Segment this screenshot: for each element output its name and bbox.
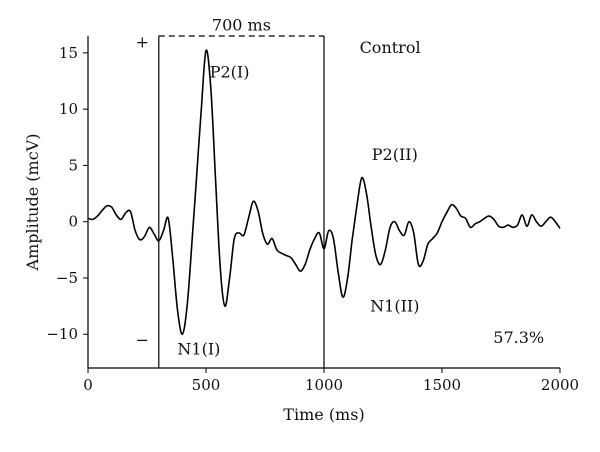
y-axis-title: Amplitude (mcV) xyxy=(23,134,42,272)
stimulus-window xyxy=(158,35,325,368)
annotation-label: N1(I) xyxy=(177,339,220,358)
annotation-label: 57.3% xyxy=(493,328,544,347)
y-tick-label: 10 xyxy=(59,100,78,118)
annotation-label: P2(II) xyxy=(372,145,418,164)
chart-annotations: + − 700 ms P2(I) N1(I) Control P2(II) N1(II) 57.… xyxy=(136,15,545,358)
x-tick-label: 0 xyxy=(83,376,93,394)
annotation-label: + xyxy=(136,32,149,51)
annotation-label: − xyxy=(136,330,149,349)
annotation-label: Control xyxy=(360,38,421,57)
annotation-label: N1(II) xyxy=(370,297,419,316)
y-tick-label: −10 xyxy=(46,325,78,343)
x-axis-title: Time (ms) xyxy=(283,405,364,424)
y-tick-label: 15 xyxy=(59,44,78,62)
y-tick-label: 0 xyxy=(68,213,78,231)
chart-axes: −10 −5 0 5 10 15 0 500 1000 1500 2000 xyxy=(46,36,579,394)
erp-waveform-line xyxy=(87,49,561,336)
chart-series xyxy=(87,49,561,336)
y-tick-label: 5 xyxy=(68,156,78,174)
x-tick-label: 1000 xyxy=(305,376,343,394)
annotation-label: 700 ms xyxy=(212,15,271,34)
x-tick-label: 1500 xyxy=(423,376,461,394)
annotation-label: P2(I) xyxy=(210,63,250,82)
x-tick-label: 500 xyxy=(192,376,221,394)
y-tick-label: −5 xyxy=(56,269,78,287)
x-tick-label: 2000 xyxy=(541,376,579,394)
